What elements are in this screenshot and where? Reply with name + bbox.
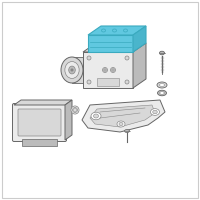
- Ellipse shape: [117, 121, 125, 127]
- Ellipse shape: [69, 66, 75, 74]
- Ellipse shape: [158, 90, 166, 96]
- Ellipse shape: [94, 114, 98, 118]
- Ellipse shape: [157, 82, 167, 88]
- Ellipse shape: [153, 110, 157, 114]
- Ellipse shape: [125, 80, 129, 84]
- Polygon shape: [133, 26, 146, 52]
- Polygon shape: [82, 100, 165, 132]
- Ellipse shape: [74, 109, 76, 111]
- Polygon shape: [83, 52, 133, 88]
- Polygon shape: [88, 35, 133, 52]
- Ellipse shape: [72, 108, 78, 112]
- FancyBboxPatch shape: [12, 104, 66, 142]
- Ellipse shape: [124, 130, 130, 132]
- Ellipse shape: [71, 106, 79, 114]
- Ellipse shape: [87, 56, 91, 60]
- Ellipse shape: [119, 122, 123, 126]
- Bar: [97, 78, 119, 86]
- Ellipse shape: [151, 109, 160, 115]
- Ellipse shape: [112, 29, 116, 32]
- Polygon shape: [72, 57, 83, 83]
- Ellipse shape: [160, 51, 164, 55]
- Ellipse shape: [112, 69, 114, 71]
- Ellipse shape: [160, 84, 164, 86]
- Polygon shape: [14, 100, 72, 105]
- Ellipse shape: [61, 57, 83, 83]
- Ellipse shape: [110, 68, 116, 72]
- Ellipse shape: [65, 62, 79, 78]
- Ellipse shape: [91, 112, 101, 120]
- Polygon shape: [90, 105, 155, 127]
- Ellipse shape: [104, 69, 106, 71]
- Ellipse shape: [102, 68, 108, 72]
- FancyBboxPatch shape: [18, 109, 61, 136]
- Polygon shape: [83, 43, 146, 52]
- Ellipse shape: [71, 69, 73, 71]
- Polygon shape: [65, 100, 72, 140]
- Ellipse shape: [124, 29, 128, 32]
- Polygon shape: [133, 43, 146, 88]
- Bar: [22, 139, 57, 146]
- Ellipse shape: [160, 92, 164, 94]
- Ellipse shape: [87, 80, 91, 84]
- Ellipse shape: [102, 29, 106, 32]
- Polygon shape: [88, 26, 146, 35]
- Ellipse shape: [125, 56, 129, 60]
